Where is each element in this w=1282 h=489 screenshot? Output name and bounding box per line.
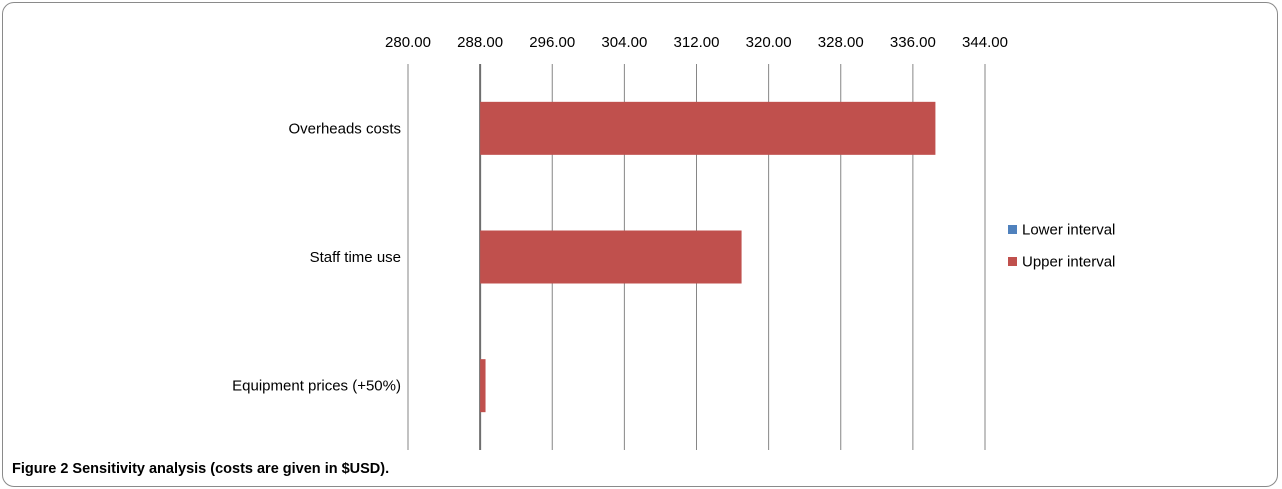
x-tick-label: 328.00: [818, 34, 864, 51]
x-tick-label: 288.00: [457, 34, 503, 51]
caption-text: Sensitivity analysis (costs are given in…: [68, 461, 390, 477]
x-tick-label: 312.00: [674, 34, 720, 51]
legend-label: Lower interval: [1022, 222, 1115, 239]
bars: [480, 101, 936, 413]
legend-swatch: [1008, 225, 1017, 234]
x-tick-labels: 280.00 288.00 296.00 304.00 312.00 320.00 328.…: [385, 34, 1008, 51]
bar-upper-interval: [480, 230, 742, 284]
category-label: Overheads costs: [288, 120, 401, 137]
x-tick-label: 296.00: [529, 34, 575, 51]
category-label: Staff time use: [310, 249, 401, 266]
figure-caption: Figure 2 Sensitivity analysis (costs are…: [12, 461, 389, 477]
legend-label: Upper interval: [1022, 254, 1115, 271]
x-tick-label: 344.00: [962, 34, 1008, 51]
bar-upper-interval: [480, 359, 486, 413]
x-tick-label: 304.00: [601, 34, 647, 51]
legend: Lower interval Upper interval: [1008, 222, 1115, 271]
bar-upper-interval: [480, 101, 936, 155]
category-label: Equipment prices (+50%): [232, 378, 401, 395]
x-tick-label: 280.00: [385, 34, 431, 51]
category-labels: Overheads costs Staff time use Equipment p…: [232, 120, 401, 394]
caption-label: Figure 2: [12, 461, 69, 477]
x-tick-label: 336.00: [890, 34, 936, 51]
legend-swatch: [1008, 257, 1017, 266]
x-tick-label: 320.00: [746, 34, 792, 51]
